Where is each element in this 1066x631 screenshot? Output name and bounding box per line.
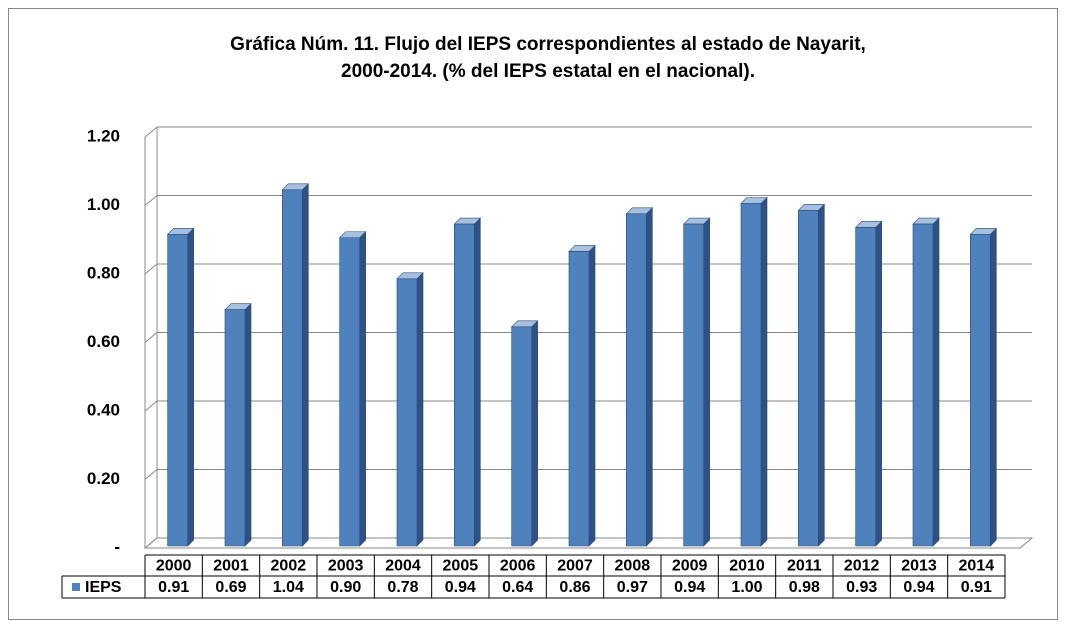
bar-face (282, 189, 303, 547)
bar-face (167, 234, 188, 547)
x-tick-label: 2002 (271, 558, 307, 575)
bar-face (760, 196, 768, 547)
bar-face (740, 203, 762, 547)
data-label: 0.93 (846, 579, 877, 596)
bar-face (646, 207, 653, 547)
data-label: 0.94 (674, 579, 705, 596)
x-tick-label: 2005 (443, 558, 479, 575)
y-tick-label: 0.60 (87, 332, 120, 351)
bar-face (798, 210, 819, 547)
legend-label: IEPS (85, 579, 122, 596)
bar (453, 217, 482, 547)
data-label: 0.97 (617, 579, 648, 596)
x-tick-label: 2006 (500, 558, 536, 575)
data-label: 0.90 (330, 579, 361, 596)
x-tick-label: 2008 (615, 558, 651, 575)
bar (568, 244, 596, 547)
x-tick-label: 2007 (557, 558, 593, 575)
data-label: 0.98 (789, 579, 820, 596)
data-label: 0.94 (445, 579, 476, 596)
grid-line (144, 400, 1032, 412)
grid-line (144, 469, 1032, 480)
y-tick-label: 0.20 (87, 469, 120, 488)
bar-face (683, 223, 704, 547)
data-label: 0.91 (158, 579, 189, 596)
data-label: 0.86 (559, 579, 590, 596)
x-tick-label: 2012 (844, 558, 880, 575)
grid-line (144, 537, 1032, 549)
bar (682, 217, 711, 547)
data-label: 0.69 (215, 579, 246, 596)
x-tick-label: 2001 (213, 558, 249, 575)
x-tick-label: 2010 (729, 558, 765, 575)
bar (224, 302, 252, 547)
bar-face (932, 217, 940, 547)
bar-face (474, 217, 481, 547)
bar-face (396, 278, 418, 547)
y-tick-label: 0.40 (87, 400, 120, 419)
data-label: 0.94 (903, 579, 934, 596)
grid-line (144, 126, 1032, 138)
x-tick-label: 2003 (328, 558, 364, 575)
bar-face (568, 251, 590, 547)
bar-face (990, 227, 997, 547)
x-tick-label: 2013 (901, 558, 937, 575)
bar-face (970, 234, 991, 547)
bar (166, 227, 195, 547)
bar (854, 220, 883, 547)
bar-face (302, 183, 309, 547)
bar (625, 207, 654, 547)
bar-face (912, 223, 934, 547)
bar-face (454, 223, 475, 547)
bar-face (855, 227, 876, 547)
bar (510, 320, 539, 547)
x-tick-label: 2009 (672, 558, 708, 575)
bar (338, 231, 367, 547)
bar (396, 272, 424, 547)
grid-line (144, 195, 1032, 206)
data-label: 1.00 (731, 579, 762, 596)
bar (969, 227, 998, 547)
chart-title: Gráfica Núm. 11. Flujo del IEPS correspo… (230, 34, 866, 55)
bar-face (244, 302, 252, 547)
bar-face (875, 220, 882, 547)
bar-face (531, 320, 538, 547)
grid-line (144, 332, 1032, 343)
bar-face (416, 272, 424, 547)
x-tick-label: 2011 (787, 558, 822, 575)
bar (740, 196, 768, 547)
bar-face (588, 244, 596, 547)
bar (912, 217, 940, 547)
bar-face (224, 309, 246, 547)
x-tick-label: 2004 (385, 558, 421, 575)
chart-subtitle: 2000-2014. (% del IEPS estatal en el nac… (341, 61, 755, 82)
y-tick-label: 0.80 (87, 263, 120, 282)
x-tick-label: 2014 (959, 558, 995, 575)
x-tick-label: 2000 (156, 558, 192, 575)
bar-face (339, 237, 360, 547)
bar-face (626, 213, 647, 547)
y-tick-label: 1.20 (87, 126, 120, 145)
data-label: 0.78 (387, 579, 418, 596)
data-label: 0.91 (961, 579, 992, 596)
data-label: 0.64 (502, 579, 533, 596)
bar-face (511, 326, 532, 547)
bar-face (818, 203, 825, 547)
bar-face (703, 217, 710, 547)
bar (281, 183, 310, 547)
y-tick-label: - (114, 537, 120, 556)
bar-face (359, 231, 366, 547)
legend-swatch (72, 583, 80, 591)
y-tick-label: 1.00 (87, 195, 120, 214)
bar-face (187, 227, 194, 547)
bar (797, 203, 826, 547)
data-label: 1.04 (273, 579, 304, 596)
grid-line (144, 263, 1032, 275)
